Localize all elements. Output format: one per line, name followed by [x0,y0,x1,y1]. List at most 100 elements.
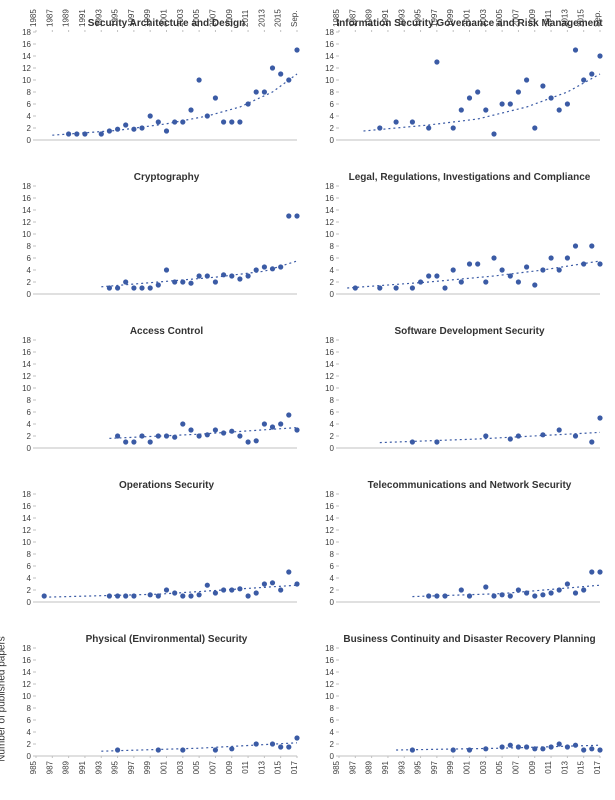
data-point [352,285,357,290]
y-tick-label: 4 [27,728,32,737]
data-point [458,107,463,112]
data-point [246,593,251,598]
data-point [294,427,299,432]
y-tick-label: 0 [329,290,334,299]
data-point [164,433,169,438]
data-point [475,89,480,94]
data-point [188,593,193,598]
data-point [426,273,431,278]
data-point [286,569,291,574]
data-point [262,264,267,269]
data-point [589,746,594,751]
x-tick-label: 2003 [478,760,487,774]
y-tick-label: 14 [22,514,31,523]
y-tick-label: 12 [22,680,31,689]
data-point [499,744,504,749]
data-point [237,586,242,591]
data-point [164,128,169,133]
y-tick-label: 16 [325,502,334,511]
data-point [589,243,594,248]
y-tick-label: 18 [325,644,334,653]
x-tick-label: 2009 [225,760,234,774]
data-point [156,593,161,598]
x-tick-label: 2015 [274,9,283,27]
data-point [524,77,529,82]
y-tick-label: 16 [22,348,31,357]
y-tick-label: 14 [325,668,334,677]
y-tick-label: 14 [22,206,31,215]
chart-title: Cryptography [134,172,200,183]
data-point [180,421,185,426]
y-tick-label: 4 [329,728,334,737]
data-point [499,101,504,106]
data-point [564,744,569,749]
data-point [589,71,594,76]
trend-line [44,585,297,597]
data-point [148,592,153,597]
data-point [205,583,210,588]
y-tick-label: 16 [325,194,334,203]
data-point [572,743,577,748]
chart-title: Security Architecture and Design [88,18,245,29]
data-point [450,125,455,130]
data-point [434,439,439,444]
x-tick-label: 1997 [429,760,438,774]
data-point [254,267,259,272]
y-tick-label: 14 [22,52,31,61]
y-tick-label: 6 [27,100,32,109]
data-point [442,593,447,598]
y-tick-label: 10 [22,384,31,393]
y-tick-label: 8 [27,88,32,97]
data-point [499,267,504,272]
trend-line [52,74,297,135]
y-tick-label: 2 [27,586,32,595]
trend-line [101,743,297,751]
x-tick-label: 2013 [560,760,569,774]
data-point [548,95,553,100]
y-tick-label: 4 [27,112,32,121]
scatter-chart: 0246810121416181985198719891991199319951… [8,8,303,158]
chart-title: Software Development Security [394,326,544,337]
y-tick-label: 2 [329,740,334,749]
data-point [262,581,267,586]
data-point [139,433,144,438]
data-point [156,747,161,752]
x-tick-label: 2011 [241,760,250,774]
data-point [123,122,128,127]
data-point [426,593,431,598]
y-tick-label: 12 [325,372,334,381]
data-point [115,747,120,752]
chart-title: Physical (Environmental) Security [86,634,248,645]
x-tick-label: 1987 [348,760,357,774]
x-tick-label: 2013 [257,9,266,27]
data-point [180,279,185,284]
y-tick-label: 16 [22,194,31,203]
y-tick-label: 2 [329,432,334,441]
x-tick-label: 2001 [160,760,169,774]
data-point [197,433,202,438]
x-tick-label: 1993 [94,760,103,774]
y-tick-label: 8 [329,550,334,559]
y-tick-label: 14 [22,668,31,677]
data-point [450,267,455,272]
x-tick-label: 1985 [29,760,38,774]
y-tick-label: 0 [27,598,32,607]
y-tick-label: 18 [325,336,334,345]
y-tick-label: 10 [22,538,31,547]
data-point [197,592,202,597]
data-point [409,285,414,290]
chart-panel: 0246810121416181985198719891991199319951… [311,624,608,774]
y-tick-label: 8 [329,88,334,97]
y-tick-label: 14 [325,514,334,523]
data-point [409,439,414,444]
data-point [131,285,136,290]
y-tick-label: 6 [329,562,334,571]
data-point [286,412,291,417]
x-tick-label: 2007 [511,760,520,774]
data-point [131,593,136,598]
data-point [237,276,242,281]
data-point [581,77,586,82]
data-point [270,580,275,585]
data-point [107,285,112,290]
data-point [515,279,520,284]
